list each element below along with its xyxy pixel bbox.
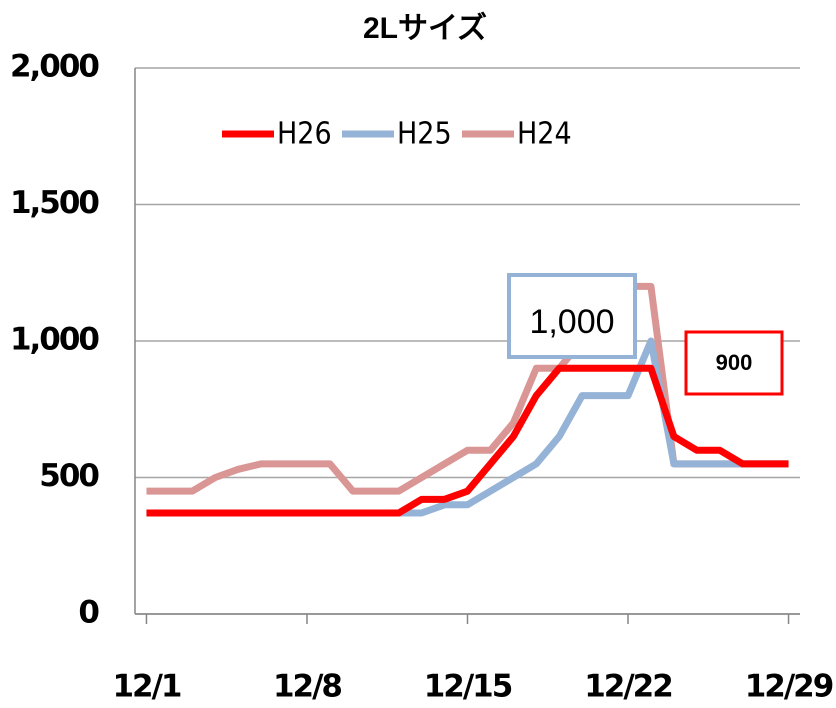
legend-label: H26 (277, 117, 332, 152)
annotation-text: 900 (716, 350, 753, 375)
annotation-text: 1,000 (529, 303, 614, 341)
y-tick-label: 0 (78, 595, 99, 631)
x-tick-label: 12/29 (745, 669, 833, 705)
y-tick-label: 500 (39, 458, 99, 494)
annotation-box (507, 273, 637, 359)
y-tick-label: 1,000 (10, 322, 99, 358)
x-tick-label: 12/22 (584, 669, 672, 705)
y-tick-label: 1,500 (10, 185, 99, 221)
x-tick-label: 12/1 (112, 669, 180, 705)
x-tick-label: 12/8 (273, 669, 341, 705)
x-tick-label: 12/15 (424, 669, 512, 705)
y-tick-label: 2,000 (10, 49, 99, 85)
series-line (146, 364, 789, 517)
chart-title: 2Lサイズ (363, 11, 487, 45)
legend-label: H25 (397, 117, 452, 152)
annotation-box (684, 330, 784, 396)
legend-label: H24 (517, 117, 572, 152)
